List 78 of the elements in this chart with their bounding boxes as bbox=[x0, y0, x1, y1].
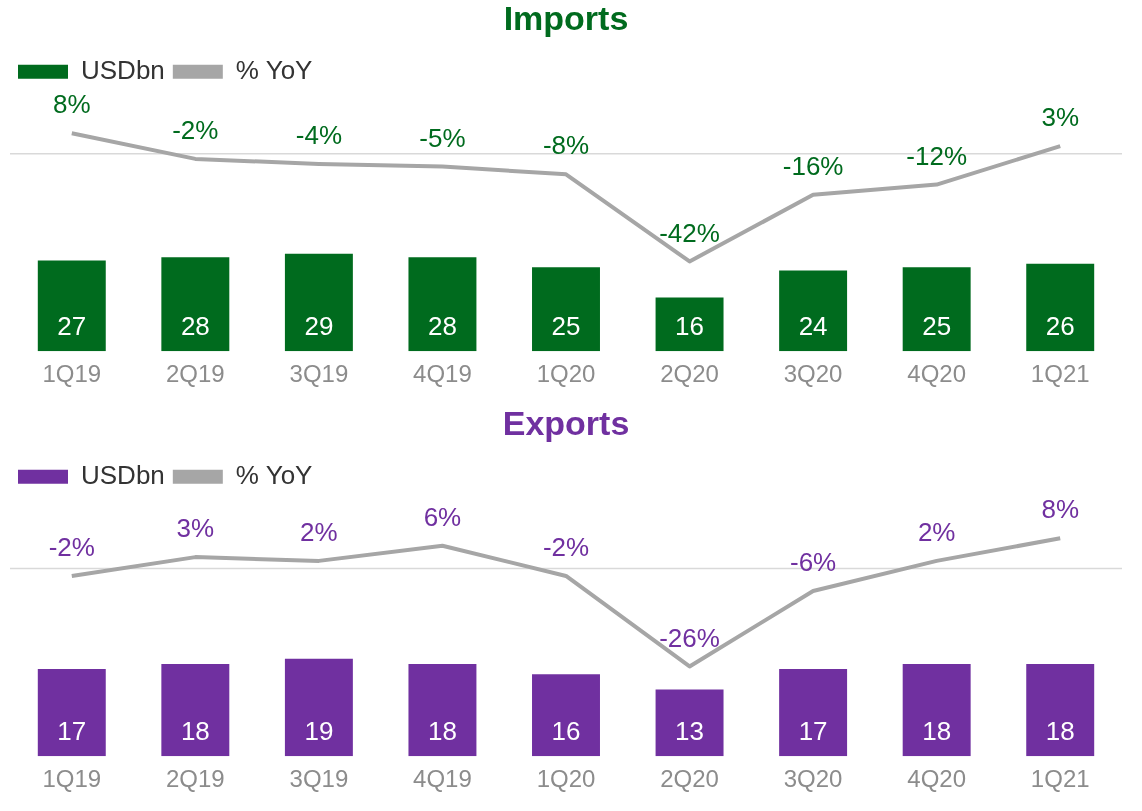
data-label: -6% bbox=[789, 547, 837, 578]
data-label: 26 bbox=[1045, 311, 1075, 342]
x-tick-label: 2Q20 bbox=[660, 360, 719, 388]
x-tick-label: 1Q20 bbox=[536, 360, 596, 388]
data-label: -26% bbox=[659, 622, 720, 653]
chart-title: Exports bbox=[502, 403, 630, 442]
x-tick-label: 1Q20 bbox=[536, 765, 596, 793]
data-label: 17 bbox=[798, 716, 828, 747]
data-label: 25 bbox=[922, 311, 952, 342]
x-tick-label: 4Q19 bbox=[413, 360, 472, 388]
data-label: 28 bbox=[427, 311, 457, 342]
data-label: 18 bbox=[1045, 716, 1075, 747]
bar bbox=[655, 689, 724, 757]
data-label: -16% bbox=[782, 150, 844, 181]
data-label: -2% bbox=[542, 532, 590, 563]
data-label: 18 bbox=[922, 716, 952, 747]
legend-label: USDbn bbox=[81, 54, 165, 85]
bar bbox=[532, 674, 600, 757]
data-label: -5% bbox=[419, 122, 466, 153]
x-tick-label: 2Q20 bbox=[660, 765, 719, 793]
legend-label: % YoY bbox=[235, 54, 313, 85]
bar bbox=[37, 260, 106, 352]
x-tick-label: 3Q19 bbox=[289, 765, 349, 793]
bar bbox=[408, 257, 477, 352]
bar bbox=[284, 253, 353, 352]
data-label: 19 bbox=[304, 716, 334, 747]
data-label: -42% bbox=[659, 217, 720, 248]
data-label: -4% bbox=[295, 120, 343, 151]
x-tick-label: 3Q19 bbox=[289, 360, 349, 388]
data-label: -8% bbox=[542, 130, 590, 161]
bar bbox=[1026, 263, 1095, 352]
bar bbox=[37, 669, 106, 757]
data-label: 8% bbox=[52, 89, 91, 120]
data-label: 16 bbox=[675, 311, 705, 342]
data-label: 16 bbox=[551, 716, 581, 747]
bar bbox=[779, 270, 848, 352]
data-label: 6% bbox=[423, 501, 462, 532]
x-tick-label: 4Q20 bbox=[907, 360, 967, 388]
x-tick-label: 1Q21 bbox=[1030, 765, 1090, 793]
data-label: 3% bbox=[1041, 102, 1080, 133]
data-label: 25 bbox=[551, 311, 581, 342]
bar bbox=[284, 658, 353, 757]
bar bbox=[655, 297, 724, 352]
bar bbox=[902, 663, 971, 757]
data-label: 8% bbox=[1041, 494, 1080, 525]
legend-label: % YoY bbox=[235, 459, 313, 490]
x-tick-label: 4Q20 bbox=[907, 765, 967, 793]
x-tick-label: 2Q19 bbox=[165, 360, 225, 388]
data-label: 18 bbox=[427, 716, 457, 747]
x-tick-label: 4Q19 bbox=[413, 765, 472, 793]
data-label: -12% bbox=[906, 140, 968, 171]
data-label: 2% bbox=[300, 517, 338, 548]
bar bbox=[902, 267, 971, 352]
data-label: 13 bbox=[675, 716, 705, 747]
bar bbox=[1026, 663, 1095, 757]
bar bbox=[161, 663, 230, 757]
x-tick-label: 3Q20 bbox=[783, 765, 843, 793]
x-tick-label: 2Q19 bbox=[165, 765, 225, 793]
data-label: 18 bbox=[180, 716, 210, 747]
chart-title: Imports bbox=[503, 0, 629, 37]
bar bbox=[408, 663, 477, 757]
data-label: -2% bbox=[172, 115, 219, 146]
data-label: 24 bbox=[798, 311, 828, 342]
bar bbox=[532, 267, 600, 352]
data-label: 2% bbox=[917, 517, 956, 548]
bar bbox=[161, 257, 230, 352]
data-label: 17 bbox=[57, 716, 87, 747]
data-label: -2% bbox=[48, 532, 95, 563]
x-tick-label: 1Q19 bbox=[42, 765, 102, 793]
legend-label: USDbn bbox=[81, 459, 165, 490]
x-tick-label: 3Q20 bbox=[783, 360, 843, 388]
data-label: 3% bbox=[176, 513, 215, 544]
bar bbox=[779, 669, 848, 757]
x-tick-label: 1Q19 bbox=[42, 360, 102, 388]
data-label: 28 bbox=[180, 311, 210, 342]
data-label: 27 bbox=[57, 311, 87, 342]
x-tick-label: 1Q21 bbox=[1030, 360, 1090, 388]
data-label: 29 bbox=[304, 311, 334, 342]
